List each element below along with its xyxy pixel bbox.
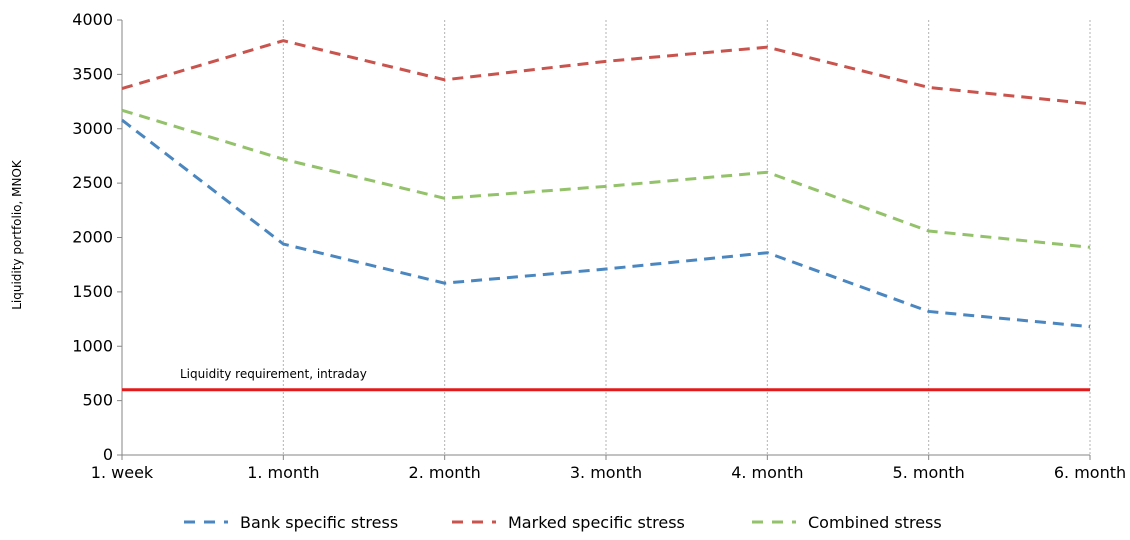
reference-line-group: Liquidity requirement, intraday bbox=[122, 367, 1090, 392]
y-tick-label: 2000 bbox=[72, 228, 113, 247]
x-tick-label: 4. month bbox=[731, 463, 803, 482]
x-tick-label: 1. week bbox=[91, 463, 154, 482]
x-tick-label: 6. month bbox=[1054, 463, 1126, 482]
x-tick-label: 1. month bbox=[247, 463, 319, 482]
x-tick-label: 2. month bbox=[409, 463, 481, 482]
grid-lines bbox=[282, 20, 1091, 455]
y-tick-label: 0 bbox=[103, 445, 113, 464]
y-axis-label: Liquidity portfolio, MNOK bbox=[10, 159, 24, 310]
series-lines bbox=[121, 39, 1091, 329]
y-tick-label: 500 bbox=[82, 391, 113, 410]
legend-label: Bank specific stress bbox=[240, 513, 398, 532]
y-tick-label: 1500 bbox=[72, 282, 113, 301]
reference-line-label: Liquidity requirement, intraday bbox=[180, 367, 367, 381]
y-tick-label: 3000 bbox=[72, 119, 113, 138]
x-tick-label: 3. month bbox=[570, 463, 642, 482]
y-axis: 0 500 1000 1500 2000 2500 3000 3500 4000 bbox=[72, 10, 123, 464]
series-line-0 bbox=[121, 118, 1091, 329]
y-tick-label: 3500 bbox=[72, 64, 113, 83]
legend-label: Marked specific stress bbox=[508, 513, 685, 532]
y-tick-label: 1000 bbox=[72, 336, 113, 355]
legend-label: Combined stress bbox=[808, 513, 942, 532]
x-tick-label: 5. month bbox=[893, 463, 965, 482]
y-tick-label: 4000 bbox=[72, 10, 113, 29]
y-tick-label: 2500 bbox=[72, 173, 113, 192]
series-line-2 bbox=[121, 108, 1091, 249]
legend: Bank specific stress Marked specific stre… bbox=[184, 513, 942, 532]
x-axis: 1. week 1. month 2. month 3. month 4. month 5… bbox=[91, 454, 1126, 482]
